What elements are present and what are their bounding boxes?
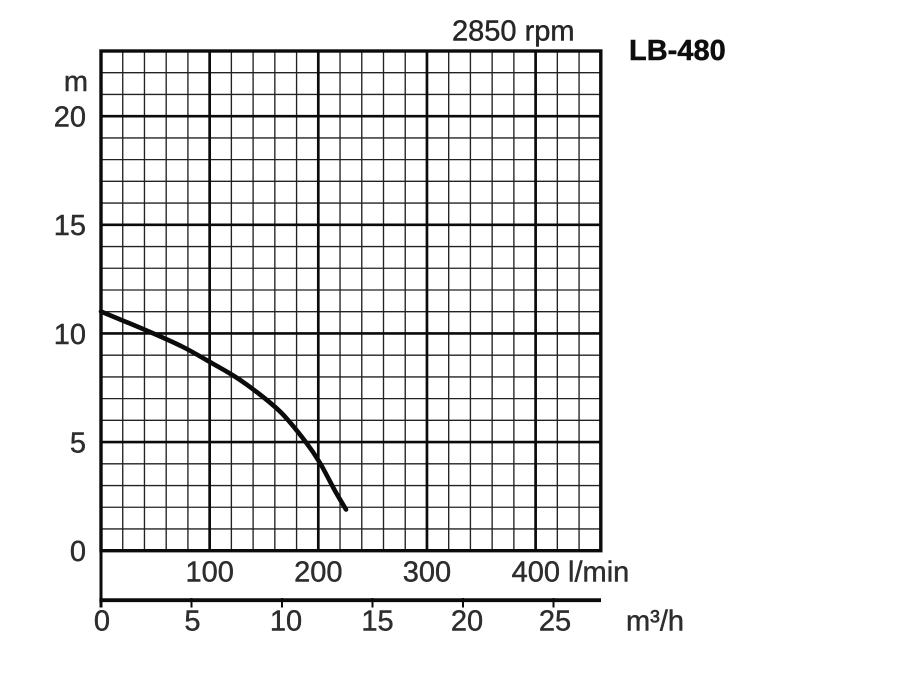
svg-text:400 l/min: 400 l/min — [512, 557, 630, 589]
svg-text:m: m — [64, 66, 88, 98]
svg-text:5: 5 — [70, 427, 86, 459]
svg-text:m³/h: m³/h — [626, 606, 684, 638]
svg-text:0: 0 — [94, 606, 110, 638]
svg-text:300: 300 — [403, 557, 451, 589]
svg-text:200: 200 — [294, 557, 342, 589]
svg-text:20: 20 — [451, 606, 483, 638]
svg-text:15: 15 — [361, 606, 393, 638]
svg-text:0: 0 — [70, 536, 86, 568]
svg-text:20: 20 — [54, 102, 86, 134]
svg-text:100: 100 — [185, 557, 233, 589]
svg-text:10: 10 — [270, 606, 302, 638]
svg-text:5: 5 — [184, 606, 200, 638]
svg-text:25: 25 — [539, 606, 571, 638]
svg-text:2850 rpm: 2850 rpm — [452, 15, 575, 47]
svg-text:10: 10 — [54, 319, 86, 351]
svg-text:15: 15 — [54, 210, 86, 242]
svg-text:LB-480: LB-480 — [629, 35, 726, 67]
